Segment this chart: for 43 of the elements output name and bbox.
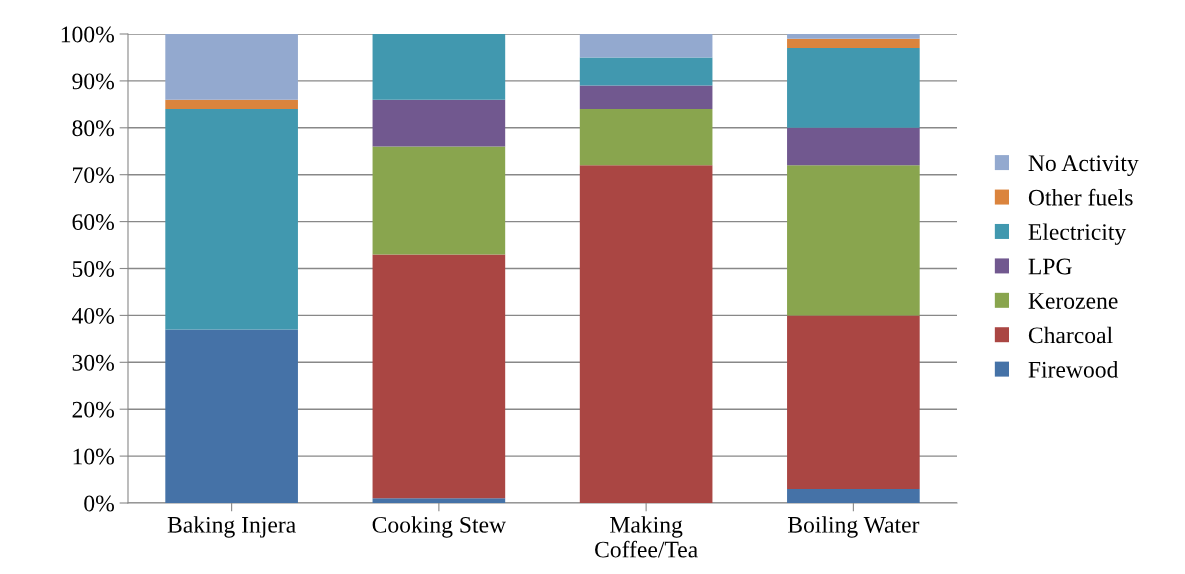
bar — [787, 488, 920, 503]
legend-label: Firewood — [1028, 361, 1119, 378]
legend-label: LPG — [1028, 258, 1072, 275]
y-tick-label: 0% — [84, 495, 114, 512]
y-tick-label: 50% — [72, 260, 114, 277]
y-tick-label: 100% — [61, 26, 114, 43]
y-tick-label: 90% — [72, 73, 114, 90]
legend-label: No Activity — [1028, 155, 1139, 177]
bar — [579, 57, 713, 86]
bar — [787, 127, 920, 166]
bar — [165, 34, 298, 100]
legend-label: Electricity — [1028, 223, 1127, 245]
y-tick-label: 10% — [73, 448, 114, 465]
bar — [787, 34, 920, 39]
bar — [579, 109, 713, 166]
y-tick-label: 20% — [72, 401, 114, 418]
bar — [372, 34, 506, 100]
bar — [372, 254, 506, 499]
bar — [372, 99, 506, 147]
y-tick-label: 70% — [73, 167, 114, 184]
bar — [372, 498, 506, 503]
bar — [787, 165, 920, 316]
x-tick-label: Cooking Stew — [372, 516, 506, 538]
bar — [787, 38, 920, 49]
x-tick-label: Baking Injera — [167, 516, 296, 538]
legend-label: Charcoal — [1028, 326, 1113, 344]
bar — [579, 34, 713, 58]
legend-label: Other fuels — [1028, 188, 1133, 206]
bar — [372, 146, 506, 255]
bar — [787, 48, 920, 128]
bar — [787, 315, 920, 489]
bar — [165, 109, 298, 330]
bar — [579, 165, 713, 503]
y-tick-label: 40% — [71, 307, 114, 324]
y-tick-label: 60% — [72, 214, 114, 231]
x-tick-label: Making Coffee/Tea — [595, 516, 698, 558]
bar — [165, 329, 298, 503]
legend-label: Kerozene — [1028, 293, 1118, 309]
bar — [165, 99, 298, 110]
x-tick-label: Boiling Water — [788, 516, 920, 538]
bar — [579, 85, 713, 110]
y-tick-label: 30% — [72, 354, 114, 371]
y-tick-label: 80% — [72, 120, 114, 137]
